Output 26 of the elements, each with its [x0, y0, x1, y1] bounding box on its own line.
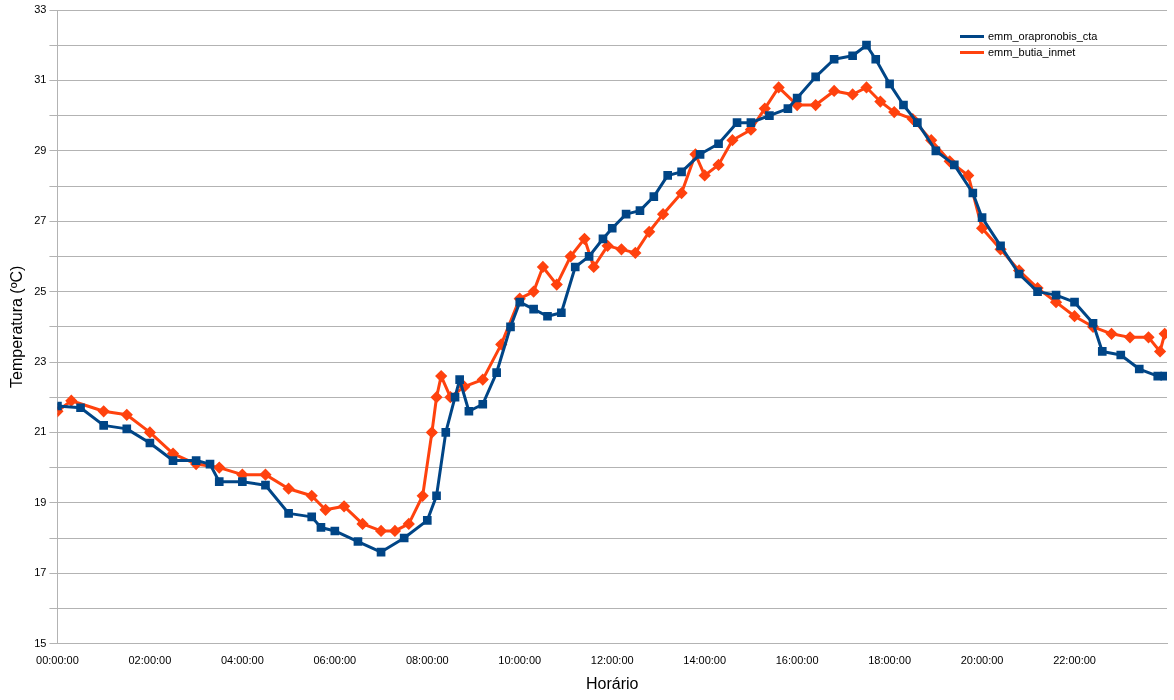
x-axis-title: Horário [585, 674, 639, 692]
legend-label: emm_orapronobis_cta [988, 29, 1098, 44]
x-tick-label: 08:00:00 [405, 654, 449, 667]
y-tick-label: 21 [34, 425, 47, 438]
y-tick-label: 23 [34, 355, 47, 368]
x-tick-label: 02:00:00 [128, 654, 172, 667]
x-tick-label: 18:00:00 [868, 654, 912, 667]
y-tick-label: 27 [34, 214, 47, 227]
y-tick-label: 15 [34, 636, 47, 649]
x-tick-label: 10:00:00 [498, 654, 542, 667]
x-tick-label: 12:00:00 [590, 654, 634, 667]
x-tick-label: 14:00:00 [683, 654, 727, 667]
x-tick-label: 04:00:00 [220, 654, 264, 667]
y-tick-label: 17 [34, 566, 47, 579]
y-tick-label: 29 [34, 143, 47, 156]
legend-label: emm_butia_inmet [988, 45, 1076, 60]
y-axis-title: Temperatura (ºC) [8, 265, 26, 388]
y-tick-label: 25 [34, 284, 47, 297]
y-tick-label: 19 [34, 495, 47, 508]
x-tick-label: 22:00:00 [1053, 654, 1096, 667]
x-tick-label: 20:00:00 [960, 654, 1004, 667]
y-tick-label: 31 [34, 73, 47, 86]
x-tick-label: 00:00:00 [36, 654, 79, 667]
x-tick-label: 16:00:00 [775, 654, 819, 667]
y-tick-label: 33 [34, 3, 47, 16]
x-tick-label: 06:00:00 [313, 654, 357, 667]
